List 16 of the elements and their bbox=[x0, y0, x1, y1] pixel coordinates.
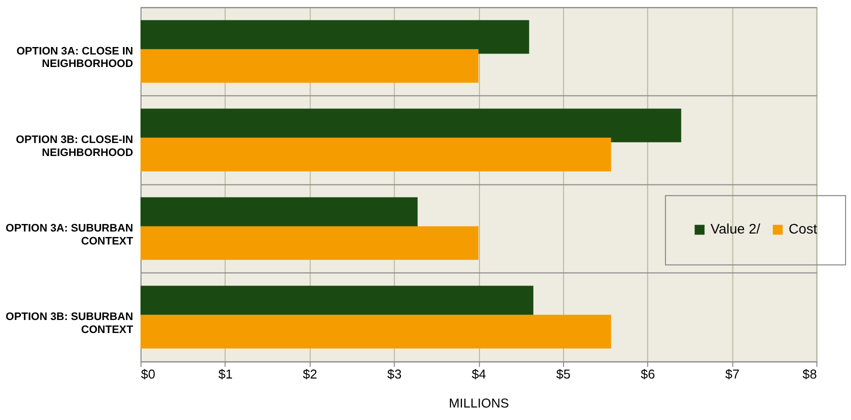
x-tick-label: $3 bbox=[387, 366, 402, 382]
x-tick-label: $0 bbox=[141, 366, 156, 382]
y-tick-label: OPTION 3A: CLOSE IN NEIGHBORHOOD bbox=[16, 45, 134, 70]
y-tick-label: OPTION 3A: SUBURBAN CONTEXT bbox=[6, 222, 134, 248]
x-tick-label: $6 bbox=[640, 366, 656, 382]
y-tick-label: OPTION 3B: SUBURBAN CONTEXT bbox=[6, 311, 134, 336]
legend-label: Cost bbox=[788, 220, 818, 237]
x-tick-label: $7 bbox=[725, 366, 740, 382]
x-tick-label: $4 bbox=[472, 366, 486, 382]
x-tick-label: $8 bbox=[802, 366, 817, 382]
x-tick-label: $2 bbox=[302, 366, 318, 382]
legend-label: Value 2/ bbox=[710, 220, 760, 237]
x-tick-label: $1 bbox=[218, 366, 233, 382]
x-tick-label: $5 bbox=[556, 366, 571, 382]
y-tick-label: OPTION 3B: CLOSE-IN NEIGHBORHOOD bbox=[16, 134, 134, 159]
x-axis-title: MILLIONS bbox=[448, 395, 509, 410]
